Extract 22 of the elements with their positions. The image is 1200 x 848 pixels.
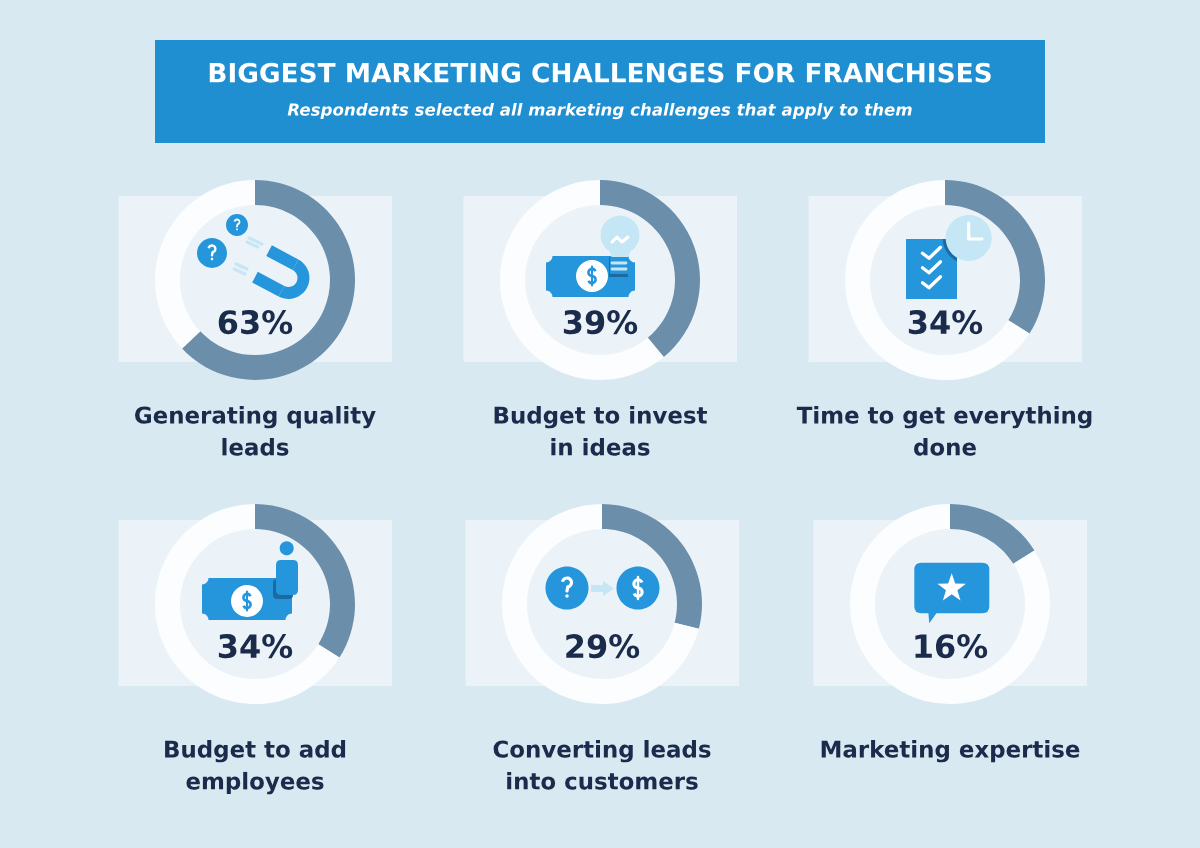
text: Budget to invest in ideas	[494, 406, 707, 456]
text: 34%	[218, 634, 293, 659]
text: Generating quality leads	[135, 406, 376, 456]
donut-slice	[502, 504, 699, 704]
text: Respondents selected all marketing challenges that apply to them	[287, 102, 912, 120]
text: Budget to add employees	[165, 740, 346, 795]
text: 34%	[908, 310, 983, 335]
text: Marketing expertise	[821, 740, 1080, 763]
donut-slice	[850, 504, 1050, 704]
text: Converting leads into customers	[493, 740, 711, 790]
text: 39%	[563, 310, 638, 335]
donut-slice	[845, 180, 1030, 380]
donut-slice	[182, 180, 355, 380]
text: 29%	[566, 634, 640, 659]
donut-slice	[950, 504, 1035, 564]
donut-slice	[602, 504, 702, 629]
donut-slice	[500, 180, 664, 380]
text: 16%	[915, 634, 988, 659]
text: Time to get everything done	[796, 406, 1092, 456]
donut-slice	[155, 504, 340, 704]
text: 63%	[218, 310, 293, 335]
text: BIGGEST MARKETING CHALLENGES FOR FRANCHISES	[209, 62, 991, 83]
